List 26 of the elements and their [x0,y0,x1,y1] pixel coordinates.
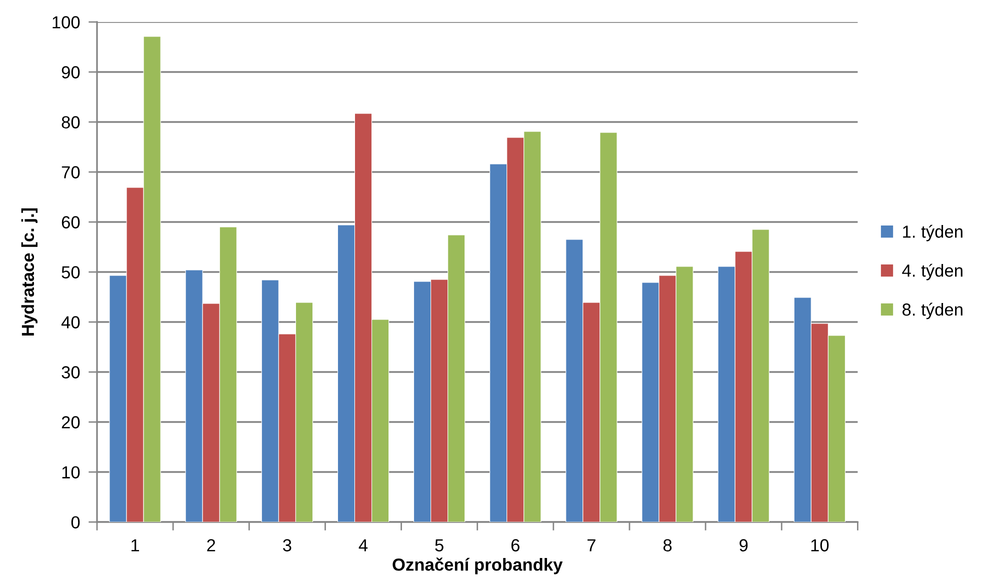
y-tick-label: 60 [62,216,80,228]
y-tick-label: 80 [62,116,80,128]
x-tick-label: 6 [511,539,520,552]
y-tick-label: 90 [62,66,80,78]
y-tick-label: 40 [61,316,80,328]
x-tick-label: 4 [358,539,368,552]
y-tick-label: 70 [62,166,80,178]
x-tick-label: 3 [283,539,292,552]
x-tick-label: 10 [811,539,829,552]
x-tick-label: 9 [740,539,748,552]
x-axis-title: Označení probandky [392,558,563,574]
y-tick-label: 50 [62,266,80,278]
y-tick-label: 30 [62,366,80,378]
x-tick-label: 7 [588,539,596,552]
y-tick-label: 100 [52,16,80,28]
legend-label: 1. týden [903,224,962,242]
x-tick-label: 8 [663,539,672,552]
y-tick-label: 10 [62,466,80,478]
y-axis-title: Hydratace [c. j.] [21,208,38,336]
x-tick-label: 1 [132,539,140,552]
legend-label: 4. týden [902,264,962,280]
y-tick-label: 20 [62,416,80,428]
x-tick-label: 2 [207,539,216,552]
y-tick-label: 0 [71,516,80,528]
legend-label: 8. týden [902,302,962,320]
x-tick-label: 5 [435,539,444,552]
